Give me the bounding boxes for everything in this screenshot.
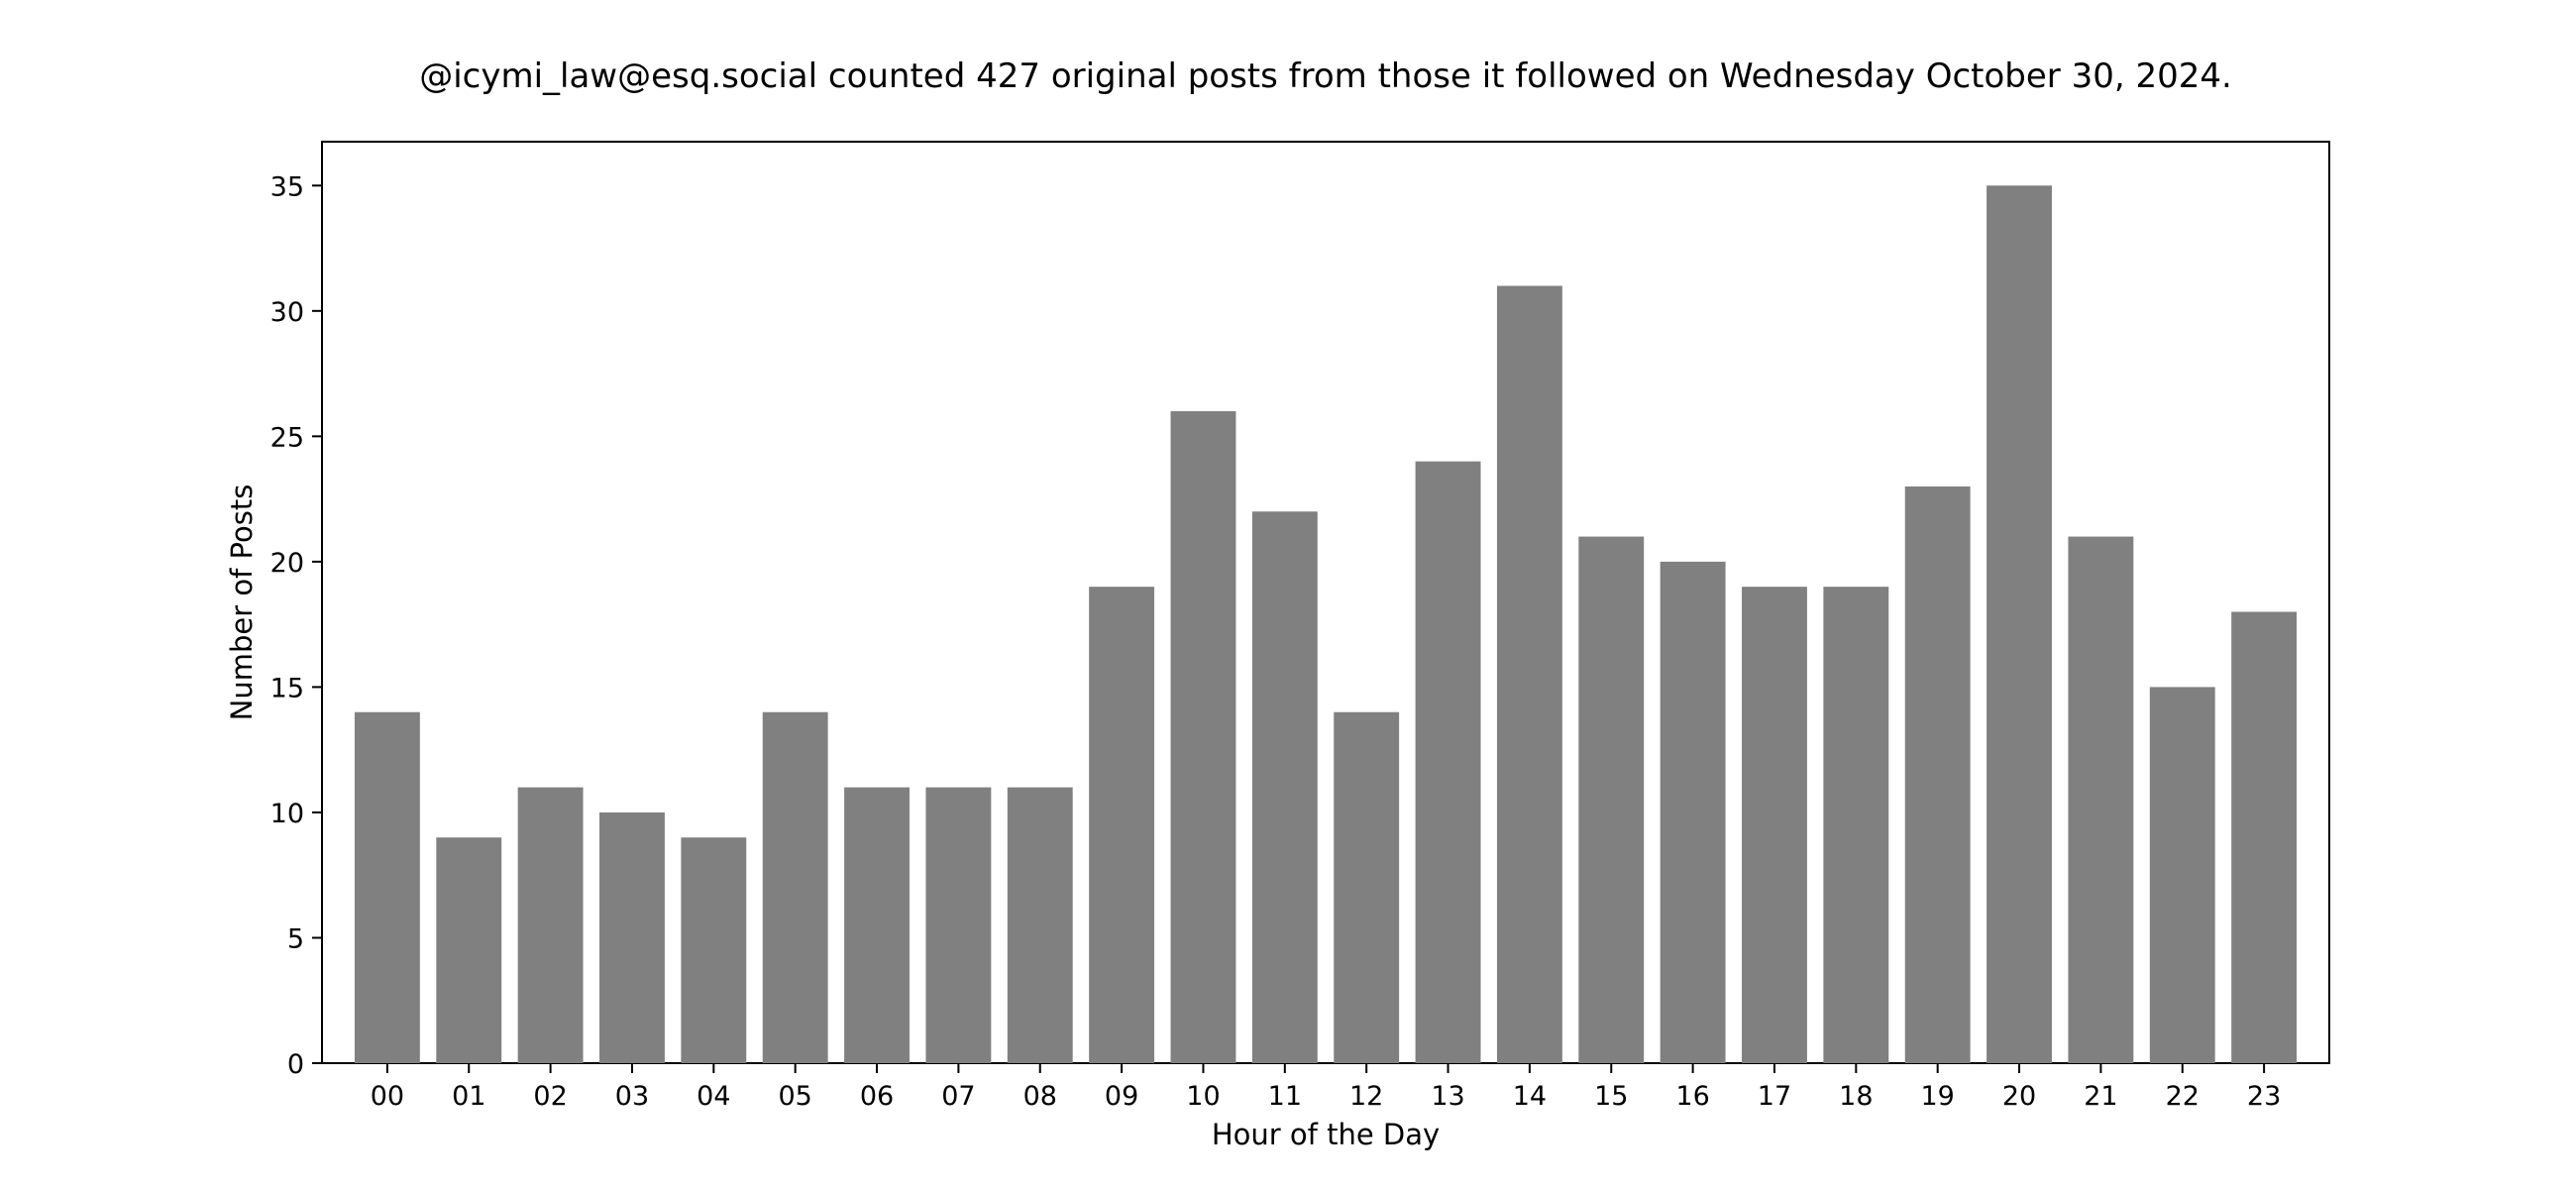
bar-07	[925, 787, 992, 1063]
bar-17	[1742, 587, 1807, 1063]
bar-15	[1578, 536, 1645, 1063]
plot-frame	[321, 141, 2330, 1064]
bar-02	[517, 787, 584, 1063]
bar-14	[1496, 285, 1562, 1063]
x-tick-label: 05	[778, 1081, 811, 1112]
x-tick-label: 16	[1675, 1081, 1709, 1112]
x-tick-label: 08	[1023, 1081, 1057, 1112]
bar-03	[599, 811, 665, 1063]
bar-18	[1823, 587, 1889, 1063]
bar-09	[1089, 587, 1155, 1063]
y-tick-label: 20	[270, 548, 304, 579]
x-tick-label: 17	[1758, 1081, 1791, 1112]
x-tick-label: 19	[1921, 1081, 1955, 1112]
bar-22	[2149, 687, 2215, 1063]
x-tick-label: 04	[697, 1081, 730, 1112]
y-tick-label: 25	[270, 422, 304, 453]
y-axis-label: Number of Posts	[225, 485, 259, 721]
bar-00	[354, 711, 420, 1063]
x-tick-label: 14	[1513, 1081, 1547, 1112]
x-axis-ticks: 00 01 02 03 04 05 06 07 08 09 10 11 12 13 14 15 16 17 18 19…	[371, 1063, 2281, 1112]
bar-13	[1415, 461, 1481, 1063]
y-tick-label: 0	[287, 1049, 304, 1080]
x-tick-label: 01	[452, 1081, 485, 1112]
x-tick-label: 12	[1349, 1081, 1383, 1112]
bar-12	[1334, 711, 1400, 1063]
x-tick-label: 22	[2166, 1081, 2200, 1112]
bars-group	[354, 185, 2298, 1064]
bar-21	[2068, 536, 2134, 1063]
bar-10	[1170, 411, 1236, 1064]
bar-05	[762, 711, 828, 1063]
y-tick-label: 35	[270, 171, 304, 202]
x-tick-label: 23	[2247, 1081, 2281, 1112]
x-tick-label: 11	[1268, 1081, 1302, 1112]
chart-title: @icymi_law@esq.social counted 427 origin…	[419, 56, 2232, 96]
x-tick-label: 02	[533, 1081, 567, 1112]
bar-23	[2231, 611, 2298, 1063]
y-tick-label: 5	[287, 923, 304, 954]
bar-08	[1007, 787, 1073, 1063]
x-tick-label: 18	[1839, 1081, 1873, 1112]
bar-19	[1904, 486, 1971, 1063]
bar-20	[1986, 185, 2052, 1064]
y-tick-label: 15	[270, 673, 304, 703]
x-tick-label: 03	[615, 1081, 649, 1112]
bar-01	[436, 837, 502, 1063]
bar-16	[1660, 561, 1726, 1063]
x-tick-label: 20	[2002, 1081, 2036, 1112]
x-tick-label: 09	[1105, 1081, 1138, 1112]
y-tick-label: 30	[270, 297, 304, 328]
x-tick-label: 10	[1186, 1081, 1220, 1112]
y-tick-label: 10	[270, 799, 304, 829]
bar-06	[844, 787, 910, 1063]
x-tick-label: 06	[860, 1081, 894, 1112]
x-tick-label: 15	[1594, 1081, 1628, 1112]
x-tick-label: 07	[941, 1081, 975, 1112]
x-tick-label: 13	[1431, 1081, 1464, 1112]
bar-04	[681, 837, 747, 1063]
x-tick-label: 00	[371, 1081, 404, 1112]
plot-area: 00 01 02 03 04 05 06 07 08 09 10 11 12 13 14 15 16 17 18 19…	[270, 141, 2330, 1112]
x-tick-label: 21	[2084, 1081, 2117, 1112]
x-axis-label: Hour of the Day	[1212, 1118, 1440, 1151]
bar-11	[1251, 511, 1318, 1063]
y-axis-ticks: 0 5 10 15 20 25 30 35	[270, 171, 322, 1080]
